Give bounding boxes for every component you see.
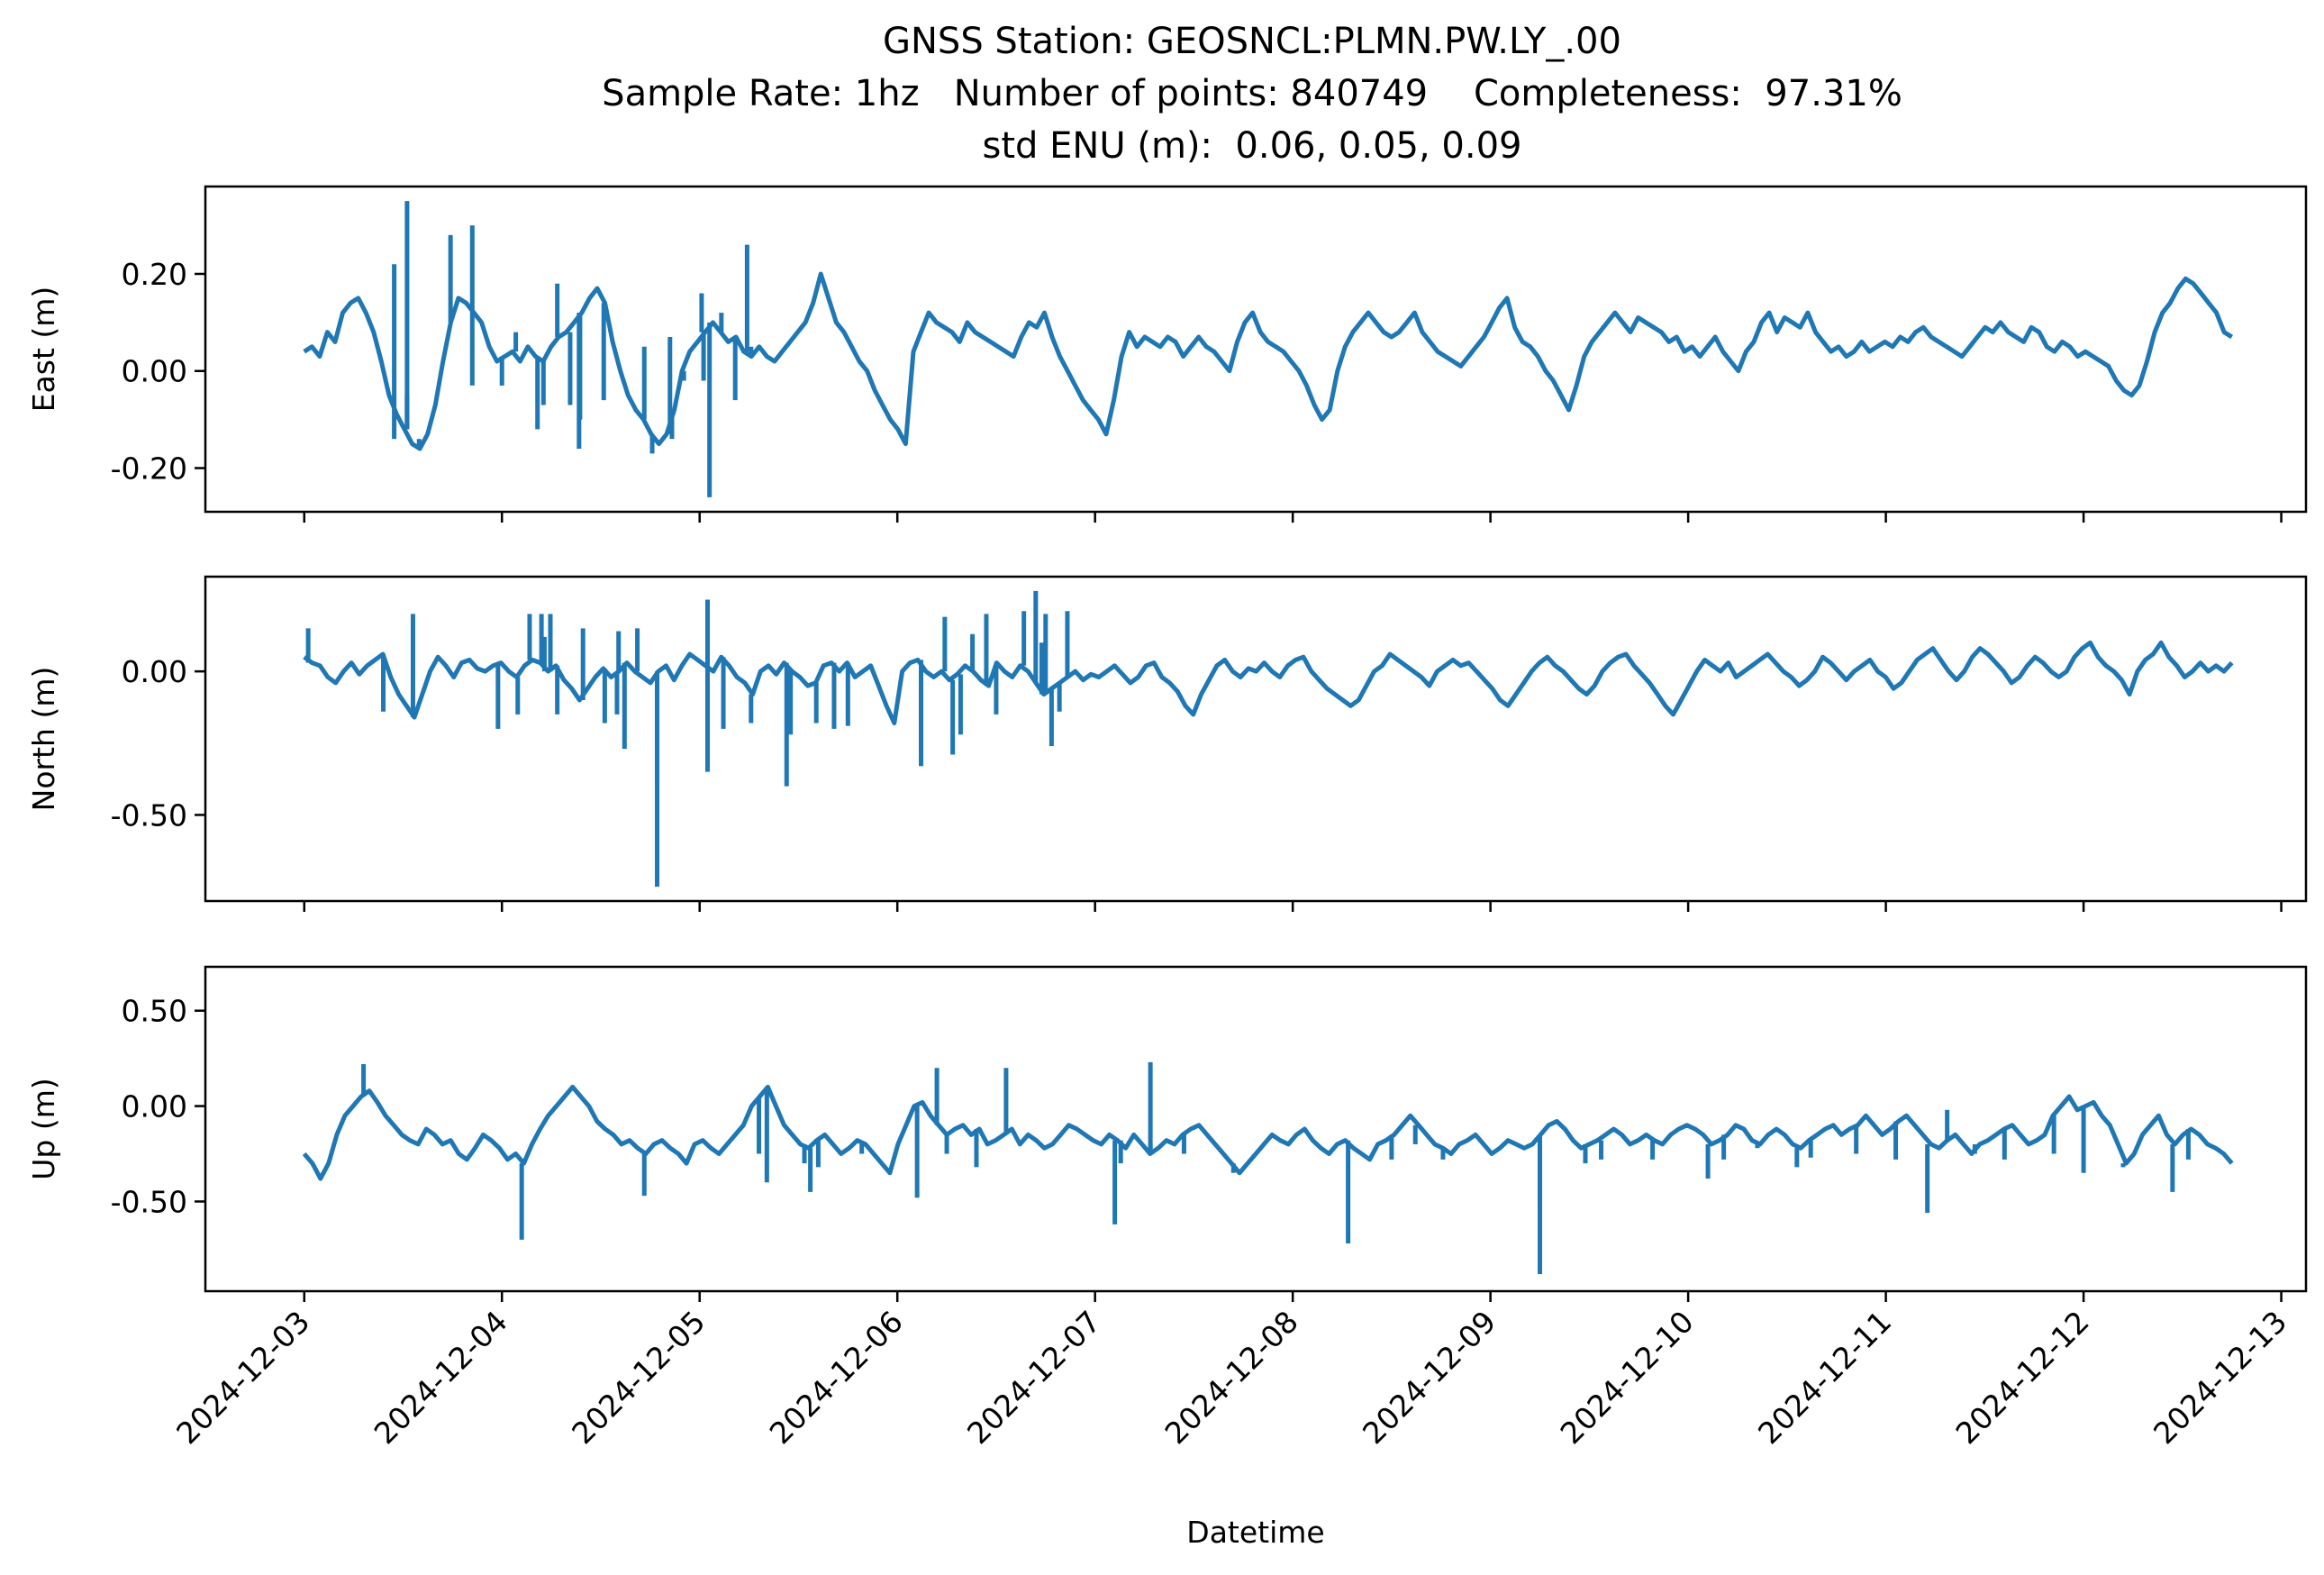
y-axis-label: Up (m): [26, 1078, 61, 1180]
series-line-panel-3: [302, 1084, 2234, 1181]
x-tick-label: 2024-12-09: [1356, 1304, 1502, 1451]
chart-title-line-2: Sample Rate: 1hz Number of points: 84074…: [602, 73, 1902, 114]
y-axis-label: North (m): [26, 667, 61, 812]
chart-title-line-3: std ENU (m): 0.06, 0.05, 0.09: [982, 125, 1522, 167]
y-tick-label: 0.00: [122, 654, 187, 689]
y-tick-label: 0.50: [122, 994, 187, 1029]
x-tick-label: 2024-12-13: [2147, 1304, 2293, 1451]
x-tick-label: 2024-12-06: [763, 1304, 910, 1451]
axes-frame-panel-3: [204, 965, 2308, 1293]
axes-frame-panel-1: [204, 185, 2308, 514]
x-tick-label: 2024-12-11: [1751, 1304, 1898, 1451]
x-tick-label: 2024-12-03: [169, 1304, 316, 1451]
x-tick-label: 2024-12-12: [1949, 1304, 2096, 1451]
chart-title-line-1: GNSS Station: GEOSNCL:PLMN.PW.LY_.00: [883, 21, 1621, 62]
y-tick-label: 0.20: [122, 257, 187, 292]
y-tick-label: -0.50: [111, 1184, 187, 1219]
x-tick-label: 2024-12-08: [1158, 1304, 1305, 1451]
y-axis-label: East (m): [26, 287, 61, 413]
y-tick-label: -0.50: [111, 797, 187, 833]
x-tick-label: 2024-12-10: [1554, 1304, 1701, 1451]
y-tick-label: -0.20: [111, 451, 187, 487]
series-line-panel-1: [303, 271, 2234, 451]
y-tick-label: 0.00: [122, 354, 187, 389]
x-tick-label: 2024-12-07: [960, 1304, 1107, 1451]
x-tick-label: 2024-12-04: [368, 1304, 514, 1451]
x-axis-label: Datetime: [1186, 1515, 1324, 1550]
series-line-panel-2: [303, 640, 2234, 725]
axes-frame-panel-2: [204, 575, 2308, 903]
x-tick-label: 2024-12-05: [565, 1304, 712, 1451]
y-tick-label: 0.00: [122, 1089, 187, 1124]
